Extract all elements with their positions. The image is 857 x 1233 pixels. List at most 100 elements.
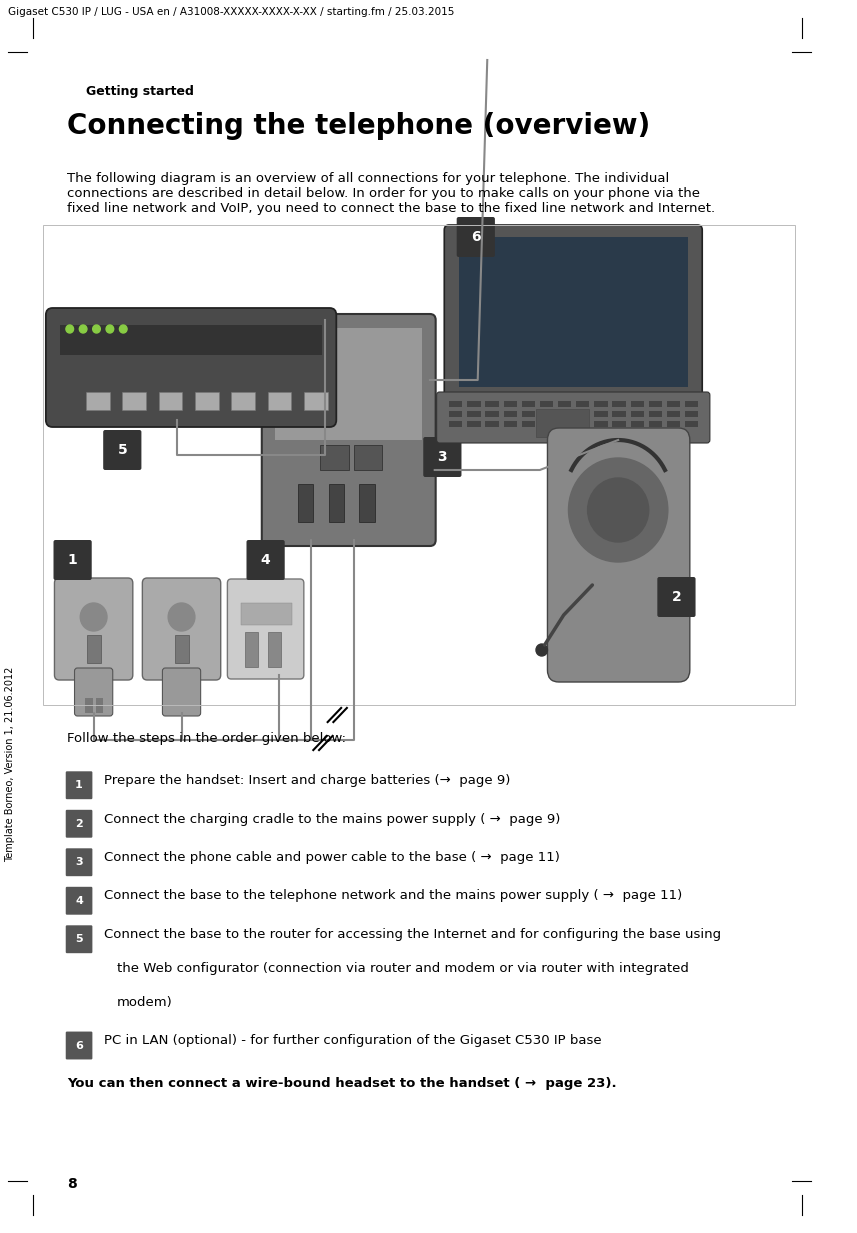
FancyBboxPatch shape xyxy=(66,887,93,915)
Text: 2: 2 xyxy=(672,591,681,604)
Circle shape xyxy=(93,326,100,333)
Text: 8: 8 xyxy=(67,1178,76,1191)
Text: Connect the base to the router for accessing the Internet and for configuring th: Connect the base to the router for acces… xyxy=(104,928,721,941)
Bar xyxy=(449,401,463,407)
FancyBboxPatch shape xyxy=(66,772,93,799)
Bar xyxy=(522,411,535,417)
Text: 3: 3 xyxy=(75,857,83,867)
Bar xyxy=(231,392,255,411)
FancyBboxPatch shape xyxy=(163,668,201,716)
Bar xyxy=(594,401,608,407)
Bar xyxy=(613,411,626,417)
Bar xyxy=(504,401,517,407)
Bar xyxy=(522,420,535,427)
Bar xyxy=(485,411,499,417)
Bar xyxy=(195,392,219,411)
FancyBboxPatch shape xyxy=(75,668,113,716)
Bar xyxy=(244,633,258,667)
FancyBboxPatch shape xyxy=(548,428,690,682)
Bar xyxy=(304,392,327,411)
Bar xyxy=(558,401,572,407)
FancyBboxPatch shape xyxy=(423,436,461,477)
Bar xyxy=(267,633,281,667)
Bar xyxy=(449,411,463,417)
Text: 4: 4 xyxy=(261,552,271,567)
Bar xyxy=(522,401,535,407)
Bar xyxy=(467,401,481,407)
FancyBboxPatch shape xyxy=(66,1032,93,1059)
FancyBboxPatch shape xyxy=(55,578,133,681)
Bar xyxy=(458,237,688,387)
Bar xyxy=(685,411,698,417)
Text: Connect the phone cable and power cable to the base ( →  page 11): Connect the phone cable and power cable … xyxy=(104,851,560,864)
Bar xyxy=(86,392,110,411)
Text: 4: 4 xyxy=(75,895,83,906)
Text: PC in LAN (optional) - for further configuration of the Gigaset C530 IP base: PC in LAN (optional) - for further confi… xyxy=(104,1034,602,1047)
Bar xyxy=(60,326,322,355)
Bar xyxy=(353,445,382,470)
Bar xyxy=(329,485,344,522)
Bar xyxy=(123,392,147,411)
Circle shape xyxy=(568,457,668,562)
FancyBboxPatch shape xyxy=(46,308,336,427)
Bar xyxy=(649,401,662,407)
FancyBboxPatch shape xyxy=(227,580,304,679)
Bar xyxy=(504,420,517,427)
Bar xyxy=(275,328,423,440)
Bar xyxy=(298,485,314,522)
Text: modem): modem) xyxy=(117,996,173,1009)
Bar xyxy=(540,411,553,417)
Bar xyxy=(667,411,680,417)
Bar xyxy=(667,420,680,427)
Bar xyxy=(685,401,698,407)
FancyBboxPatch shape xyxy=(66,810,93,837)
Bar xyxy=(649,420,662,427)
Bar xyxy=(685,420,698,427)
Text: 5: 5 xyxy=(75,935,83,944)
Text: Template Borneo, Version 1, 21.06.2012: Template Borneo, Version 1, 21.06.2012 xyxy=(4,667,15,862)
Text: 3: 3 xyxy=(438,450,447,464)
Bar xyxy=(43,224,795,705)
FancyBboxPatch shape xyxy=(142,578,221,681)
FancyBboxPatch shape xyxy=(457,217,494,256)
Text: You can then connect a wire-bound headset to the handset ( →  page 23).: You can then connect a wire-bound headse… xyxy=(67,1076,616,1090)
Bar xyxy=(631,420,644,427)
Bar xyxy=(594,420,608,427)
Bar xyxy=(540,420,553,427)
Bar xyxy=(540,401,553,407)
Text: 6: 6 xyxy=(471,231,481,244)
Bar xyxy=(504,411,517,417)
Text: Prepare the handset: Insert and charge batteries (→  page 9): Prepare the handset: Insert and charge b… xyxy=(104,774,510,787)
Bar xyxy=(485,420,499,427)
Circle shape xyxy=(536,644,548,656)
Bar xyxy=(95,698,103,713)
Bar xyxy=(359,485,375,522)
Circle shape xyxy=(119,326,127,333)
FancyBboxPatch shape xyxy=(53,540,92,580)
FancyBboxPatch shape xyxy=(247,540,285,580)
Bar xyxy=(667,401,680,407)
Bar xyxy=(267,392,291,411)
FancyBboxPatch shape xyxy=(66,848,93,877)
Text: 1: 1 xyxy=(68,552,77,567)
Circle shape xyxy=(66,326,74,333)
Text: Gigaset C530 IP / LUG - USA en / A31008-XXXXX-XXXX-X-XX / starting.fm / 25.03.20: Gigaset C530 IP / LUG - USA en / A31008-… xyxy=(8,7,454,17)
Bar xyxy=(558,420,572,427)
Text: 6: 6 xyxy=(75,1041,83,1051)
FancyBboxPatch shape xyxy=(657,577,696,616)
Text: Connect the charging cradle to the mains power supply ( →  page 9): Connect the charging cradle to the mains… xyxy=(104,813,560,826)
Circle shape xyxy=(168,603,195,631)
Bar xyxy=(241,603,292,625)
Circle shape xyxy=(106,326,114,333)
Text: Connecting the telephone (overview): Connecting the telephone (overview) xyxy=(67,112,650,141)
Text: Getting started: Getting started xyxy=(86,85,194,97)
Bar xyxy=(558,411,572,417)
Bar xyxy=(159,392,183,411)
Bar xyxy=(320,445,349,470)
FancyBboxPatch shape xyxy=(66,925,93,953)
Bar xyxy=(631,401,644,407)
Text: The following diagram is an overview of all connections for your telephone. The : The following diagram is an overview of … xyxy=(67,171,715,215)
FancyBboxPatch shape xyxy=(436,392,710,443)
Circle shape xyxy=(588,478,649,543)
Circle shape xyxy=(80,326,87,333)
